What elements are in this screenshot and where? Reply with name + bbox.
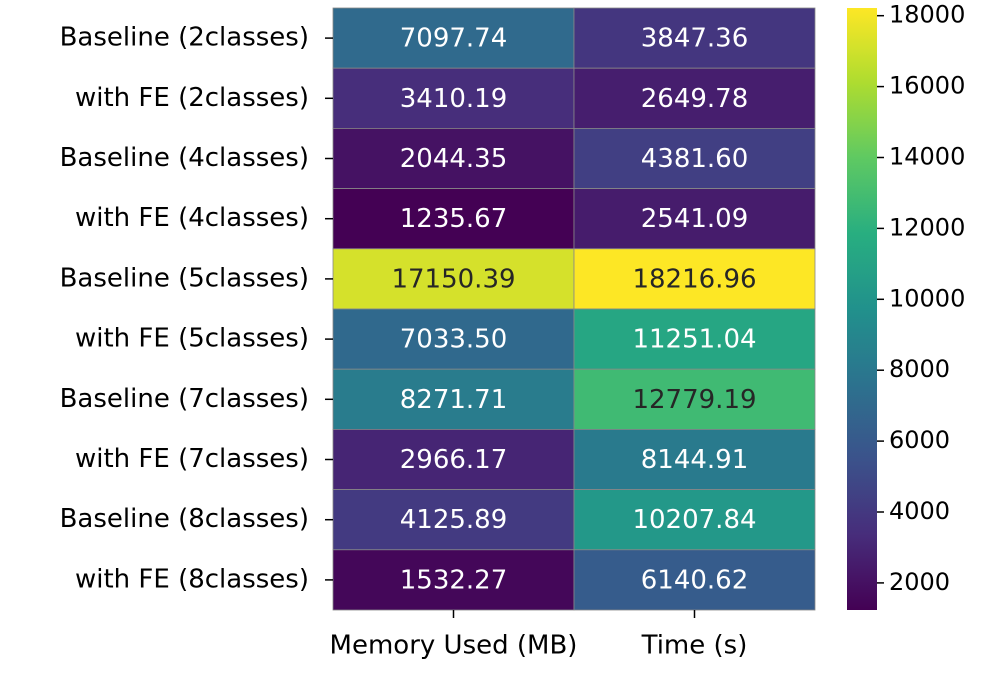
y-tick-label: Baseline (4classes) (60, 143, 309, 173)
y-tick-label: with FE (8classes) (75, 564, 309, 594)
colorbar-tick-label: 18000 (889, 1, 965, 29)
y-tick-label: with FE (2classes) (75, 83, 309, 113)
y-tick-label: Baseline (7classes) (60, 384, 309, 414)
heatmap-cell (573, 428, 816, 490)
cell-label: 1235.67 (400, 204, 508, 234)
cell-label: 10207.84 (632, 505, 756, 535)
heatmap-cell (332, 428, 575, 490)
heatmap-cell (573, 489, 816, 551)
heatmap-cell (573, 368, 816, 430)
heatmap-cell (332, 368, 575, 430)
heatmap-cell (573, 248, 816, 310)
heatmap-cell (332, 127, 575, 189)
cell-label: 3847.36 (641, 24, 749, 54)
cell-label: 6140.62 (641, 565, 749, 595)
cell-label: 4381.60 (641, 144, 749, 174)
cell-label: 3410.19 (400, 84, 508, 114)
colorbar (847, 8, 877, 610)
cell-label: 8271.71 (400, 385, 508, 415)
cell-label: 7033.50 (400, 325, 508, 355)
heatmap-cell (573, 7, 816, 69)
y-tick-label: Baseline (8classes) (60, 504, 309, 534)
cell-label: 7097.74 (400, 24, 508, 54)
x-tick-label: Memory Used (MB) (330, 631, 578, 661)
cell-label: 11251.04 (632, 325, 756, 355)
y-tick-label: with FE (7classes) (75, 444, 309, 474)
heatmap-cell (332, 67, 575, 129)
y-tick-label: Baseline (2classes) (60, 23, 309, 53)
cell-label: 12779.19 (632, 385, 756, 415)
colorbar-tick-label: 10000 (889, 284, 965, 312)
heatmap-cell (332, 489, 575, 551)
colorbar-tick-label: 4000 (889, 497, 950, 525)
heatmap-cell (332, 7, 575, 69)
heatmap-cell (332, 549, 575, 611)
colorbar-tick-label: 14000 (889, 142, 965, 170)
heatmap-cell (573, 549, 816, 611)
heatmap-cell (573, 67, 816, 129)
x-tick-label: Time (s) (641, 631, 748, 661)
cell-label: 2649.78 (641, 84, 749, 114)
colorbar-tick-label: 12000 (889, 213, 965, 241)
colorbar-tick-label: 6000 (889, 426, 950, 454)
heatmap-cell (573, 308, 816, 370)
cell-label: 2044.35 (400, 144, 508, 174)
y-tick-label: with FE (5classes) (75, 324, 309, 354)
y-tick-label: with FE (4classes) (75, 203, 309, 233)
cell-label: 2541.09 (641, 204, 749, 234)
cell-label: 4125.89 (400, 505, 508, 535)
cell-label: 2966.17 (400, 445, 508, 475)
heatmap-cell (573, 127, 816, 189)
y-tick-label: Baseline (5classes) (60, 263, 309, 293)
cell-label: 18216.96 (632, 264, 756, 294)
cell-label: 17150.39 (391, 264, 515, 294)
colorbar-tick-label: 16000 (889, 72, 965, 100)
cell-label: 1532.27 (400, 565, 508, 595)
cell-label: 8144.91 (641, 445, 749, 475)
heatmap-cell (573, 188, 816, 250)
colorbar-tick-label: 2000 (889, 568, 950, 596)
colorbar-tick-label: 8000 (889, 355, 950, 383)
